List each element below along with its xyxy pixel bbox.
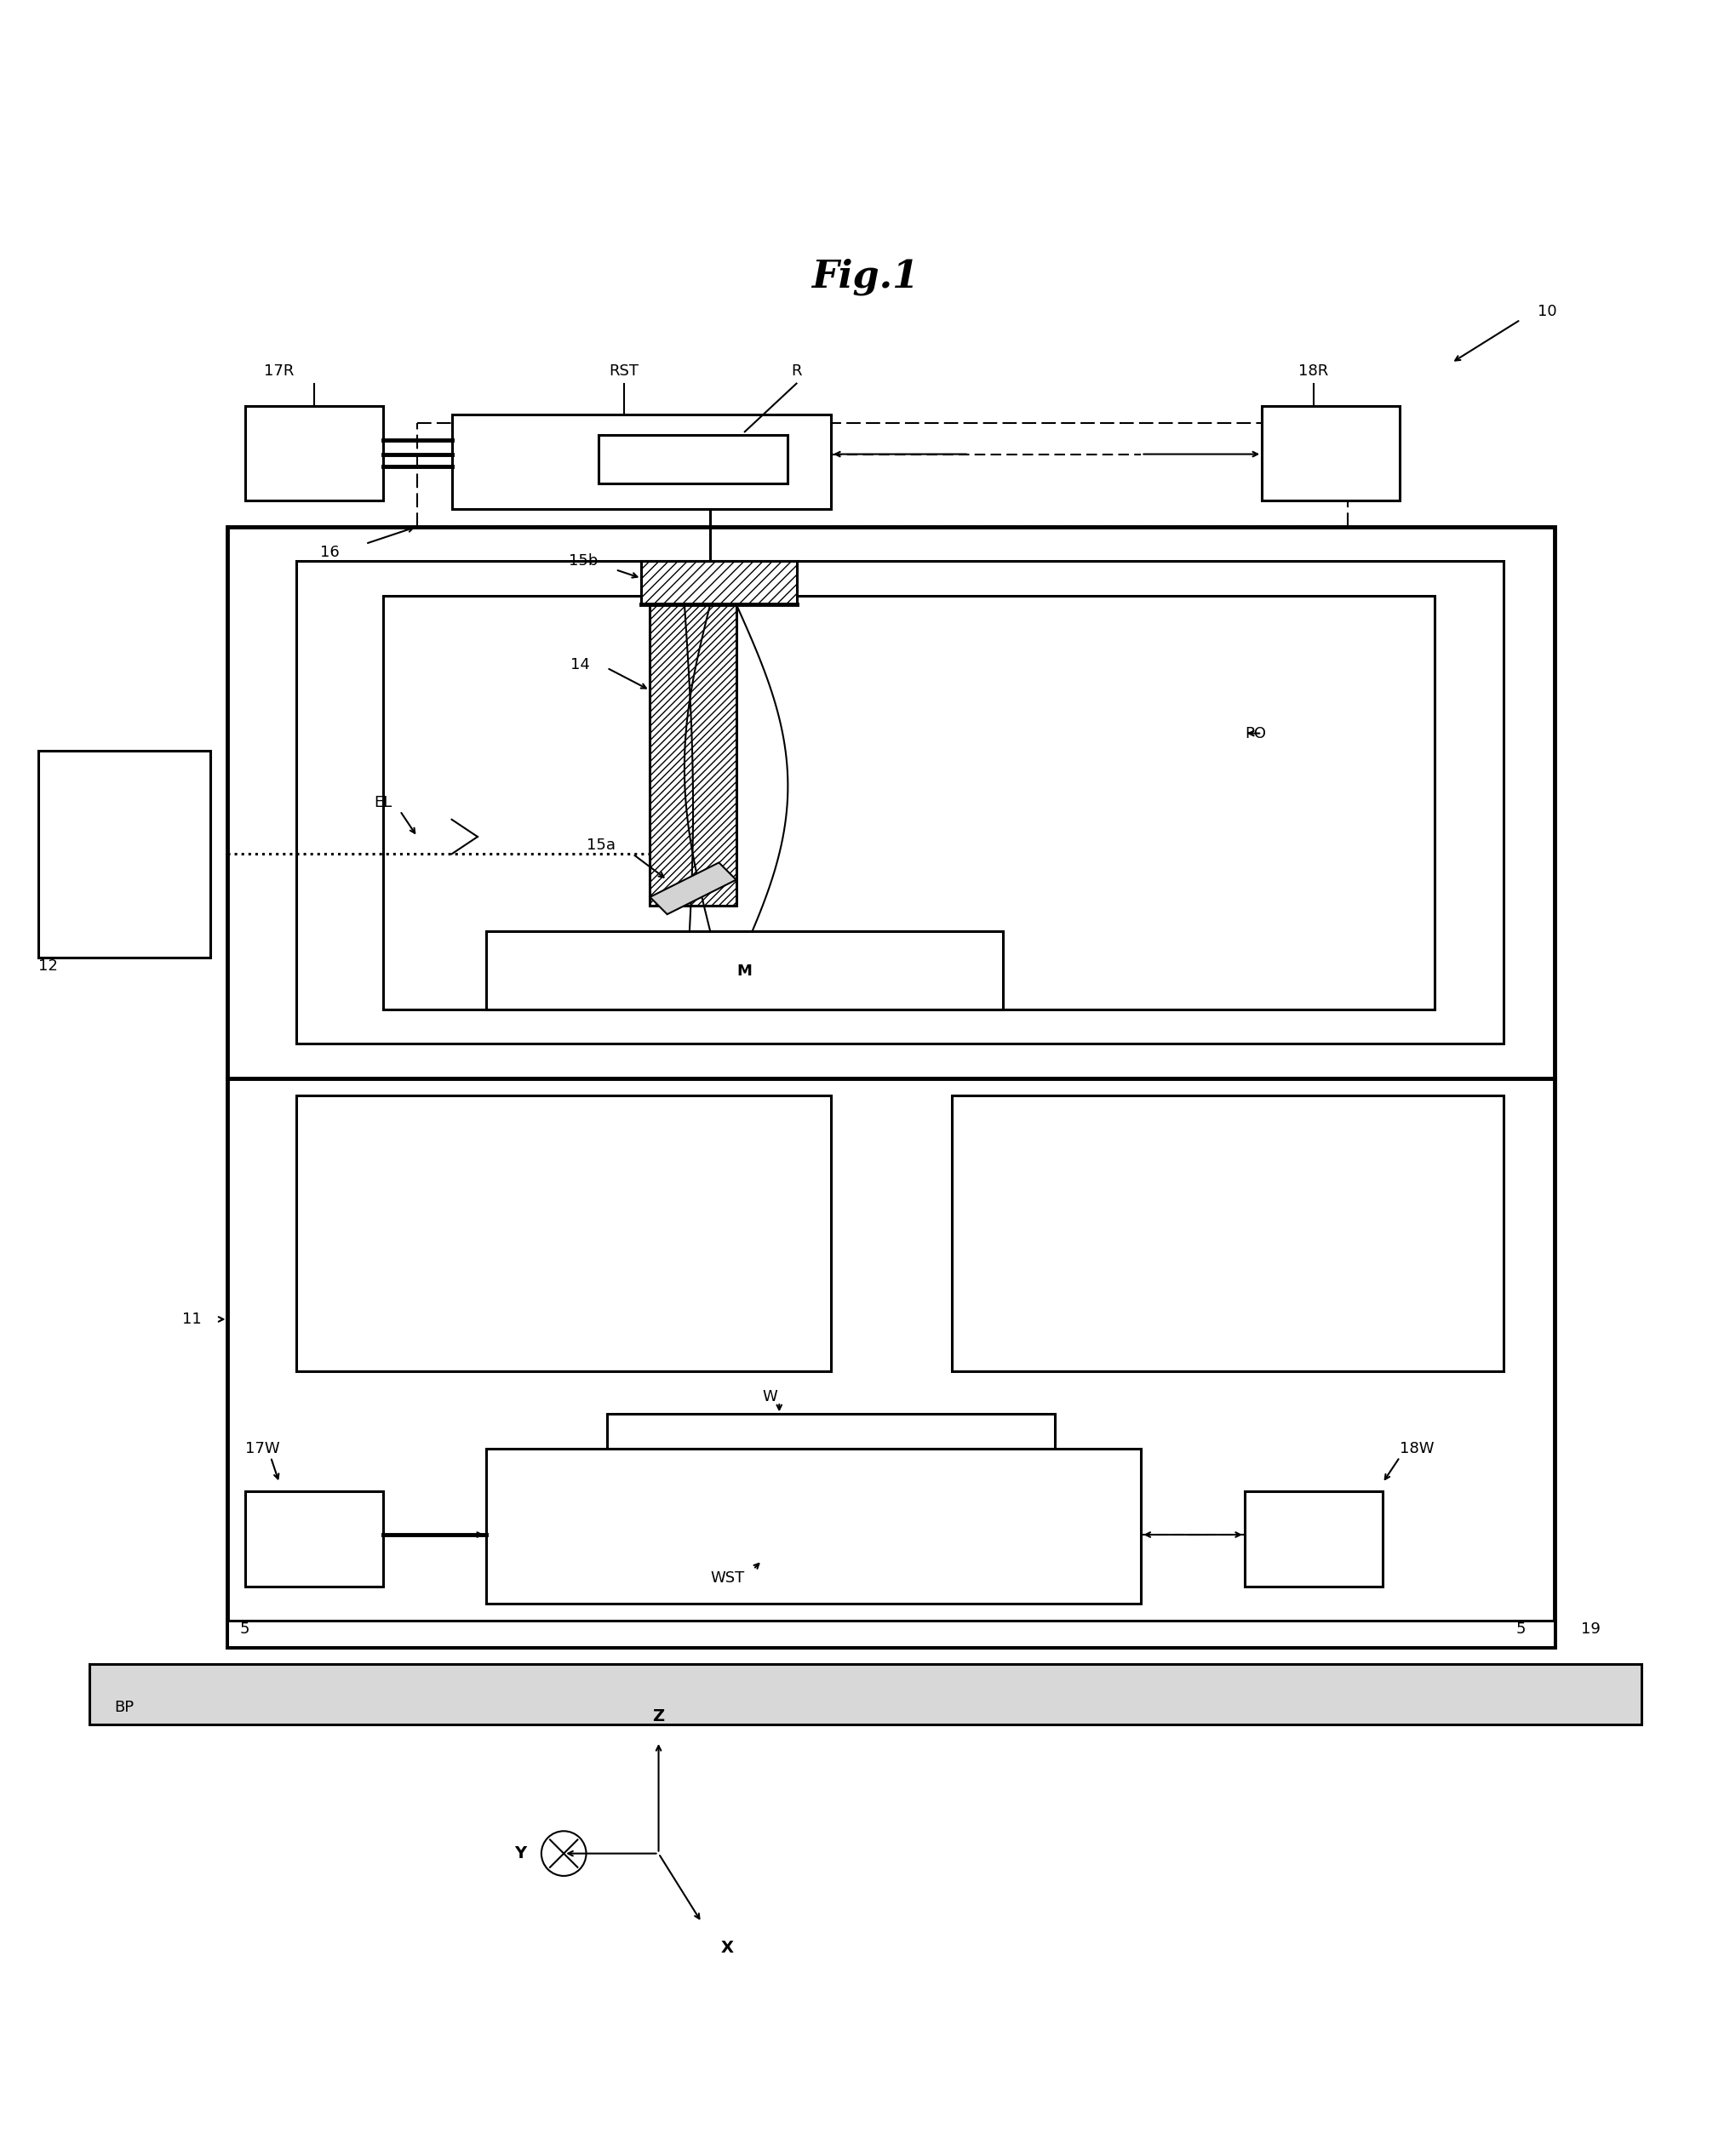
Bar bbox=[486, 931, 1003, 1009]
Bar bbox=[296, 561, 1502, 1044]
Text: X: X bbox=[721, 1940, 734, 1955]
Text: 5: 5 bbox=[240, 1621, 249, 1636]
Bar bbox=[244, 405, 382, 500]
Bar bbox=[296, 1095, 830, 1371]
Bar bbox=[952, 1095, 1502, 1371]
Text: Z: Z bbox=[652, 1708, 664, 1725]
Text: 5: 5 bbox=[1515, 1621, 1524, 1636]
Text: 16: 16 bbox=[320, 545, 339, 561]
Bar bbox=[599, 436, 787, 483]
Bar bbox=[1244, 1492, 1382, 1587]
Bar bbox=[38, 750, 211, 957]
Text: Y: Y bbox=[514, 1846, 526, 1861]
Bar bbox=[607, 1414, 1055, 1449]
Text: 18W: 18W bbox=[1400, 1440, 1434, 1455]
Text: R: R bbox=[791, 364, 801, 379]
Text: 17R: 17R bbox=[265, 364, 294, 379]
Text: M: M bbox=[737, 964, 753, 979]
Text: Fig.1: Fig.1 bbox=[811, 259, 919, 295]
Text: WST: WST bbox=[709, 1570, 744, 1585]
Text: EL: EL bbox=[374, 796, 391, 811]
Bar bbox=[90, 1664, 1640, 1725]
Text: 18R: 18R bbox=[1298, 364, 1329, 379]
Text: 15b: 15b bbox=[569, 554, 599, 569]
Bar bbox=[486, 1449, 1140, 1604]
Text: RST: RST bbox=[609, 364, 638, 379]
Bar bbox=[228, 1621, 1554, 1647]
Bar bbox=[1261, 405, 1400, 500]
Bar bbox=[244, 1492, 382, 1587]
Text: 17W: 17W bbox=[244, 1440, 279, 1455]
Text: 10: 10 bbox=[1536, 304, 1557, 319]
Text: 11: 11 bbox=[182, 1311, 202, 1326]
Text: 14: 14 bbox=[569, 658, 590, 673]
Bar bbox=[642, 561, 796, 604]
Polygon shape bbox=[650, 862, 735, 914]
Text: PO: PO bbox=[1244, 727, 1265, 742]
Text: BP: BP bbox=[114, 1699, 133, 1714]
Text: 19: 19 bbox=[1579, 1621, 1600, 1636]
Bar bbox=[382, 595, 1434, 1009]
Text: 12: 12 bbox=[38, 957, 57, 975]
Text: 15a: 15a bbox=[586, 839, 616, 854]
Bar bbox=[650, 604, 735, 906]
Text: W: W bbox=[761, 1388, 777, 1404]
Bar bbox=[452, 414, 830, 509]
Bar bbox=[228, 526, 1554, 1647]
